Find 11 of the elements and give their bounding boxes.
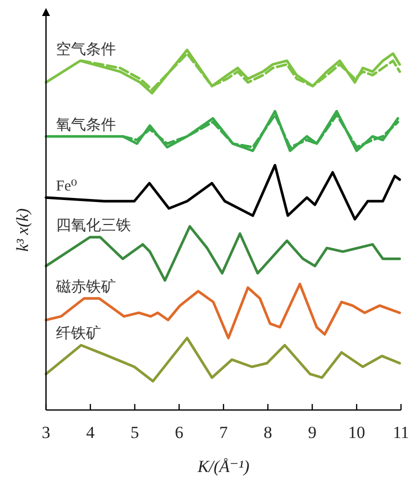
x-tick-label: 3 xyxy=(42,423,50,442)
x-tick-label: 9 xyxy=(308,423,316,442)
y-axis-title: k³ x(k) xyxy=(13,208,32,252)
x-tick-label: 8 xyxy=(264,423,272,442)
x-tick-label: 10 xyxy=(348,423,366,442)
x-tick-label: 4 xyxy=(86,423,96,442)
x-tick-label: 5 xyxy=(130,423,139,442)
x-tick-label: 7 xyxy=(219,423,228,442)
x-axis-title: K/(Å⁻¹) xyxy=(196,457,250,476)
x-tick-label: 6 xyxy=(174,423,184,442)
x-tick-label: 11 xyxy=(392,423,410,442)
